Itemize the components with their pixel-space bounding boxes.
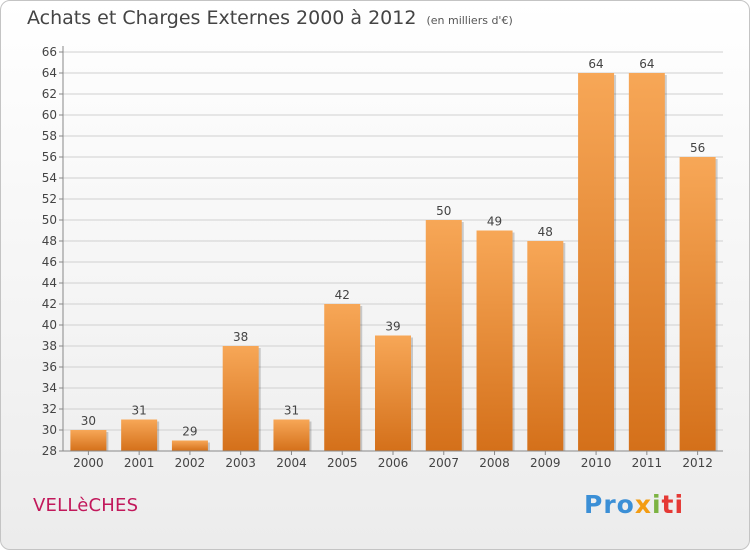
x-tick-label: 2005 xyxy=(327,456,358,470)
x-tick-label: 2001 xyxy=(124,456,155,470)
data-label: 49 xyxy=(487,215,502,229)
bar xyxy=(476,230,513,451)
proxiti-logo: Proxiti xyxy=(584,490,684,519)
bar xyxy=(324,304,361,451)
bar-layer: 30 31 29 38 31 42 39 50 49 48 64 64 56 xyxy=(70,57,718,451)
data-label: 56 xyxy=(690,141,705,155)
x-tick-label: 2010 xyxy=(581,456,612,470)
chart-unit: (en milliers d'€) xyxy=(426,14,513,27)
x-tick-label: 2003 xyxy=(225,456,256,470)
bar xyxy=(171,440,208,451)
x-tick-label: 2002 xyxy=(175,456,206,470)
data-label: 31 xyxy=(132,404,147,418)
logo-part-4: ti xyxy=(661,490,685,519)
x-tick-label: 2008 xyxy=(479,456,510,470)
x-tick-label: 2009 xyxy=(530,456,561,470)
y-tick-label: 52 xyxy=(42,192,57,206)
y-tick-label: 62 xyxy=(42,87,57,101)
y-tick-label: 32 xyxy=(42,402,57,416)
data-label: 38 xyxy=(233,330,248,344)
bar xyxy=(273,419,310,451)
x-tick-label: 2012 xyxy=(682,456,713,470)
logo-part-3: i xyxy=(651,490,662,519)
x-tick-label: 2007 xyxy=(428,456,459,470)
bar xyxy=(527,241,564,451)
y-tick-label: 56 xyxy=(42,150,57,164)
bar xyxy=(375,335,411,451)
x-tick-label: 2006 xyxy=(378,456,409,470)
data-label: 31 xyxy=(284,404,299,418)
y-tick-label: 36 xyxy=(42,360,57,374)
bar xyxy=(425,220,462,451)
y-tick-label: 54 xyxy=(42,171,57,185)
y-tick-label: 48 xyxy=(42,234,57,248)
bar xyxy=(70,430,107,451)
chart-title: Achats et Charges Externes 2000 à 2012 (e… xyxy=(27,7,513,29)
bar xyxy=(121,419,158,451)
y-tick-label: 46 xyxy=(42,255,57,269)
y-tick-label: 42 xyxy=(42,297,57,311)
x-tick-label: 2004 xyxy=(276,456,307,470)
data-label: 42 xyxy=(335,288,350,302)
y-tick-label: 40 xyxy=(42,318,57,332)
y-tick-label: 66 xyxy=(42,45,57,59)
chart-title-text: Achats et Charges Externes 2000 à 2012 xyxy=(27,7,417,29)
y-tick-label: 60 xyxy=(42,108,57,122)
y-tick-label: 50 xyxy=(42,213,57,227)
data-label: 29 xyxy=(182,425,197,439)
bar-chart: 30 31 29 38 31 42 39 50 49 48 64 64 56 28 30 32 34 36 38 4… xyxy=(42,45,723,470)
data-label: 48 xyxy=(538,225,553,239)
town-name: VELLèCHES xyxy=(33,495,139,516)
data-label: 64 xyxy=(639,57,654,71)
y-tick-label: 64 xyxy=(42,66,57,80)
y-tick-label: 30 xyxy=(42,423,57,437)
bar xyxy=(628,73,665,451)
y-tick-label: 38 xyxy=(42,339,57,353)
logo-part-1: Pro xyxy=(584,490,635,519)
y-tick-label: 58 xyxy=(42,129,57,143)
y-tick-label: 44 xyxy=(42,276,57,290)
y-tick-label: 34 xyxy=(42,381,57,395)
bar xyxy=(222,346,259,451)
logo-part-2: x xyxy=(634,490,652,519)
data-label: 50 xyxy=(436,204,451,218)
data-label: 30 xyxy=(81,414,96,428)
bar xyxy=(578,73,615,451)
y-tick-label: 28 xyxy=(42,444,57,458)
x-tick-label: 2000 xyxy=(73,456,104,470)
bar xyxy=(679,157,716,451)
data-label: 64 xyxy=(588,57,603,71)
data-label: 39 xyxy=(385,320,400,334)
x-tick-label: 2011 xyxy=(632,456,663,470)
axis-layer: 28 30 32 34 36 38 40 42 44 46 48 50 52 54 56 58 60 62 64 66… xyxy=(42,45,723,470)
